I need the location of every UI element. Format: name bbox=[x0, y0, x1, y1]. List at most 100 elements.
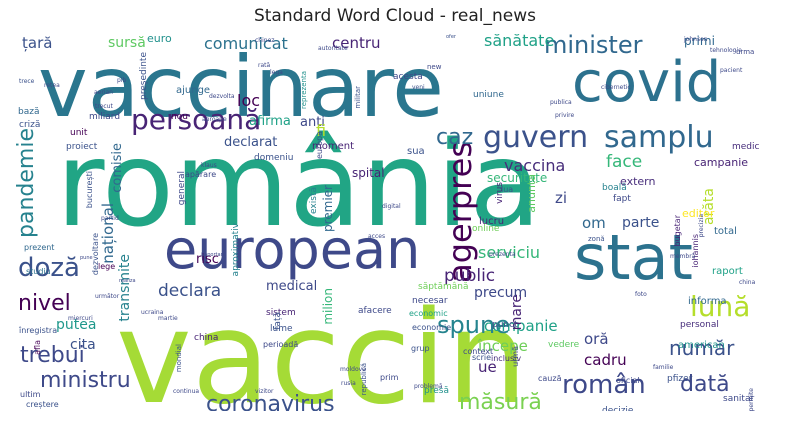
cloud-word: punct bbox=[492, 320, 518, 330]
cloud-word: campanie bbox=[694, 156, 749, 169]
cloud-word: parte bbox=[622, 215, 660, 231]
cloud-word: uniune bbox=[473, 90, 504, 100]
cloud-word: prezenta bbox=[489, 251, 516, 258]
cloud-word: miercuri bbox=[68, 315, 93, 322]
cloud-word: martie bbox=[158, 315, 178, 322]
cloud-word: înregistra bbox=[19, 326, 58, 335]
cloud-word: fi bbox=[316, 121, 327, 140]
cloud-word: rată bbox=[258, 62, 271, 69]
cloud-word: economic bbox=[409, 309, 448, 318]
cloud-word: scrie bbox=[472, 353, 491, 362]
cloud-word: președinte bbox=[139, 52, 149, 100]
cloud-word: economie bbox=[412, 323, 452, 332]
cloud-word: ucraina bbox=[141, 309, 164, 316]
cloud-word: ultim bbox=[20, 390, 41, 399]
cloud-word: militar bbox=[354, 86, 362, 109]
cloud-word: online bbox=[472, 224, 500, 234]
cloud-word: lega bbox=[270, 69, 283, 76]
cloud-word: începe bbox=[478, 337, 528, 355]
cloud-word: lună bbox=[690, 290, 751, 323]
cloud-word: lume bbox=[270, 324, 293, 334]
cloud-word: important bbox=[201, 252, 226, 258]
cloud-word: agerpres bbox=[441, 141, 479, 283]
cloud-word: iohannis bbox=[691, 234, 700, 268]
cloud-word: cadru bbox=[584, 351, 627, 369]
cloud-word: cibernetic bbox=[601, 84, 631, 91]
cloud-word: față bbox=[273, 312, 283, 330]
cloud-word: public bbox=[444, 266, 496, 286]
cloud-word: securitate bbox=[487, 171, 548, 185]
cloud-word: premier bbox=[321, 185, 335, 233]
cloud-word: țară bbox=[22, 34, 53, 52]
cloud-word: decizie bbox=[602, 406, 634, 412]
cloud-word: sistem bbox=[266, 308, 296, 318]
cloud-word: minister bbox=[544, 33, 643, 59]
cloud-word: lua bbox=[501, 185, 514, 194]
cloud-word: persoană bbox=[131, 103, 262, 136]
cloud-word: klaus bbox=[201, 162, 217, 169]
cloud-word: inclusiv bbox=[491, 354, 522, 363]
cloud-word: anunța bbox=[525, 174, 538, 213]
cloud-word: există bbox=[309, 187, 319, 214]
cloud-word: trebui bbox=[20, 343, 85, 368]
cloud-word: china bbox=[194, 333, 219, 343]
cloud-word: creștere bbox=[26, 400, 59, 409]
cloud-word: lucru bbox=[479, 216, 505, 227]
cloud-word: trecut bbox=[95, 103, 113, 110]
cloud-word: prezent bbox=[24, 243, 55, 252]
cloud-word: ofer bbox=[446, 34, 456, 40]
cloud-word: loc bbox=[237, 91, 261, 110]
cloud-word: zonă bbox=[588, 235, 605, 243]
cloud-word: total bbox=[714, 226, 737, 237]
cloud-word: presă bbox=[424, 386, 449, 396]
cloud-word: american bbox=[678, 340, 725, 351]
cloud-word: național bbox=[99, 203, 117, 264]
cloud-word: sursă bbox=[108, 35, 146, 51]
cloud-word: euro bbox=[147, 33, 172, 45]
cloud-word: afirma bbox=[249, 114, 291, 129]
cloud-word: zi bbox=[555, 189, 568, 207]
cloud-word: rusia bbox=[341, 380, 356, 387]
cloud-word: editor bbox=[682, 207, 715, 220]
cloud-word: digital bbox=[382, 203, 401, 210]
cloud-word: primi bbox=[684, 34, 715, 48]
cloud-word: urma bbox=[736, 48, 755, 56]
cloud-word: acesta bbox=[393, 72, 423, 82]
cloud-word: transmite bbox=[117, 254, 133, 322]
cloud-word: companie bbox=[484, 317, 558, 335]
cloud-word: măsură bbox=[459, 390, 542, 412]
cloud-word: chinez bbox=[255, 37, 275, 44]
cloud-word: unit bbox=[70, 128, 88, 138]
cloud-word: pune bbox=[80, 255, 93, 261]
cloud-word: sănătate bbox=[484, 33, 555, 50]
cloud-word: săptămână bbox=[418, 282, 469, 292]
cloud-word: nou bbox=[171, 112, 188, 122]
cloud-word: aproape bbox=[202, 116, 227, 123]
cloud-word: pib bbox=[117, 77, 127, 84]
cloud-word: prim bbox=[380, 373, 399, 382]
cloud-word: grup bbox=[411, 344, 430, 353]
cloud-word: bucurești bbox=[85, 171, 94, 209]
cloud-word: vizitor bbox=[255, 388, 274, 395]
cloud-word: fapt bbox=[613, 194, 631, 204]
cloud-word: tehnologie bbox=[710, 47, 742, 54]
cloud-word: moldova bbox=[340, 366, 366, 373]
cloud-word: permite bbox=[748, 388, 755, 411]
cloud-word: spune bbox=[437, 311, 510, 339]
cloud-word: afla bbox=[33, 340, 42, 355]
cloud-word: serviciu bbox=[478, 243, 541, 262]
cloud-word: general bbox=[177, 171, 187, 206]
cloud-word: johnson bbox=[684, 36, 708, 43]
cloud-word: bugetar bbox=[673, 215, 682, 247]
cloud-word: oficial bbox=[616, 376, 640, 385]
cloud-word: bază bbox=[18, 107, 40, 117]
cloud-word: guvern bbox=[483, 120, 589, 155]
cloud-word: foto bbox=[635, 291, 647, 298]
cloud-word: caz bbox=[436, 125, 474, 150]
cloud-word: precizia bbox=[698, 214, 705, 238]
cloud-word: declara bbox=[158, 281, 222, 301]
cloud-word: medical bbox=[266, 279, 318, 294]
cloud-word: centru bbox=[332, 34, 381, 52]
cloud-word: sua bbox=[407, 146, 425, 157]
cloud-word: pfizer bbox=[667, 374, 693, 384]
